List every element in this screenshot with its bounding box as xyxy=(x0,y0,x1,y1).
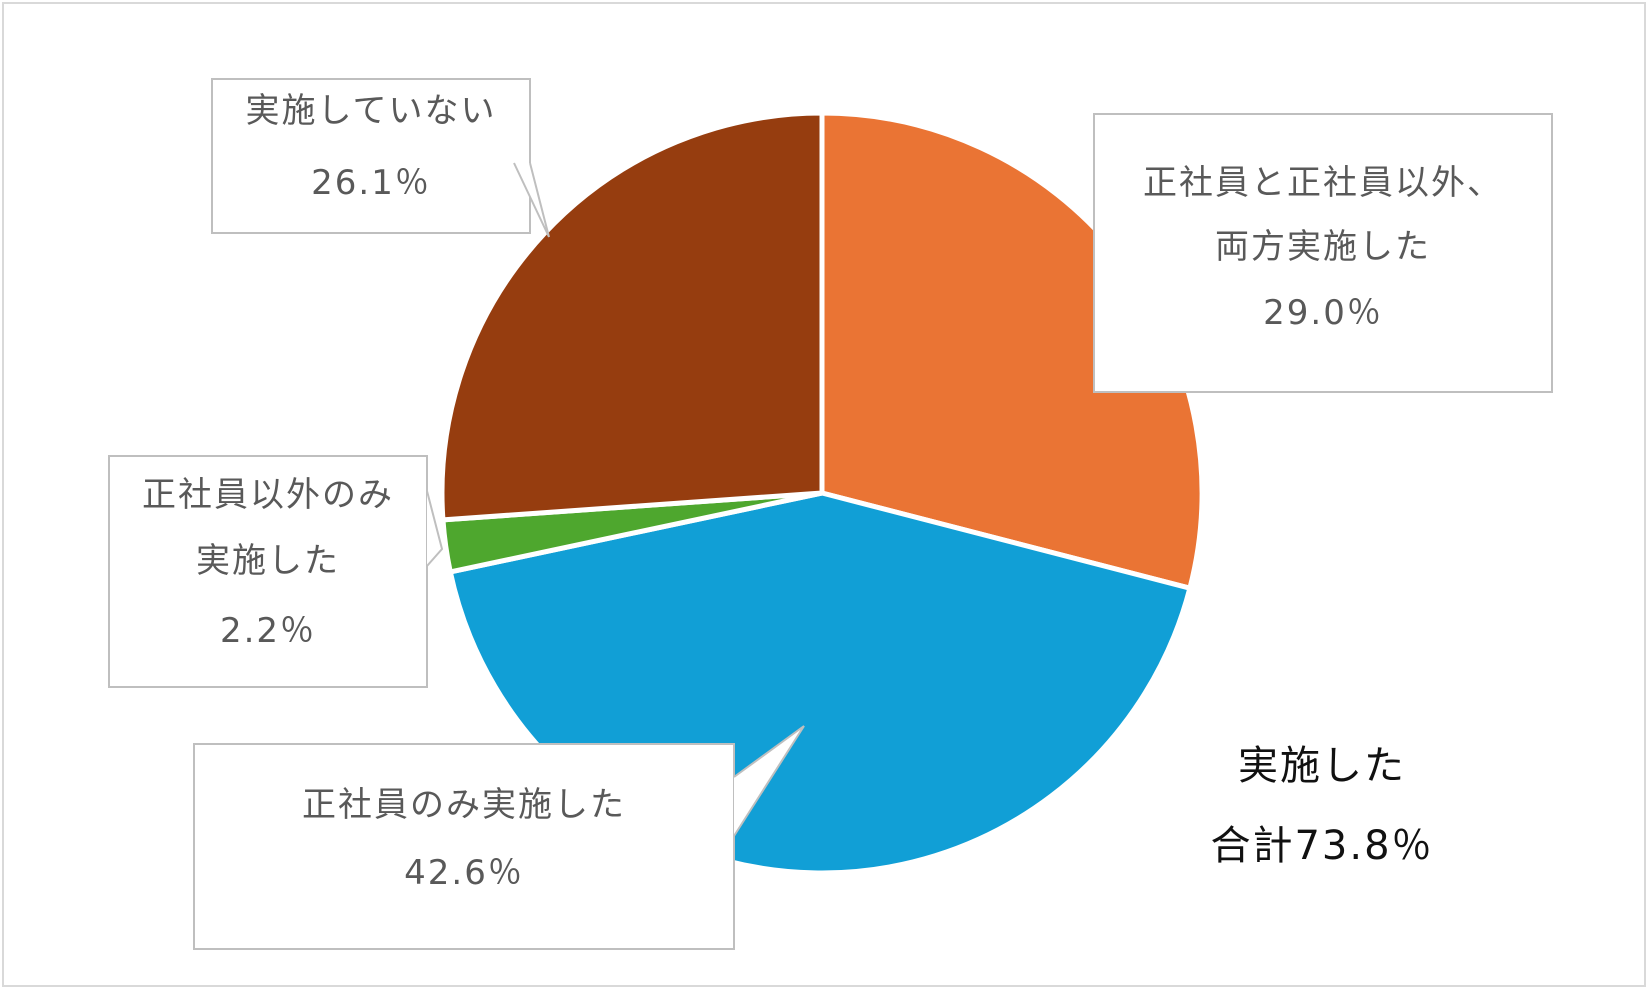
callout-box xyxy=(193,743,735,950)
slice-category-label: 実施していない xyxy=(246,91,497,131)
callout-regular-only: 正社員のみ実施した 42.6％ xyxy=(193,725,805,950)
callout-box xyxy=(1093,113,1553,393)
callout-pointer-edge xyxy=(733,725,805,837)
callout-pointer-edge xyxy=(426,490,444,567)
callout-pointer xyxy=(427,491,442,566)
total-annotation-line2: 合計73.8％ xyxy=(1210,823,1433,869)
slice-category-label: 両方実施した xyxy=(1215,227,1431,267)
slice-none xyxy=(439,110,825,523)
callout-box xyxy=(108,455,428,688)
slice-value-label: 2.2％ xyxy=(220,611,316,651)
slice-value-label: 29.0％ xyxy=(1263,293,1383,333)
labels-layer: 正社員と正社員以外、両方実施した 29.0％ 正社員のみ実施した 42.6％ 正社員以外… xyxy=(108,78,1553,950)
slice-category-label: 正社員以外のみ xyxy=(142,475,394,515)
total-annotation-line1: 実施した xyxy=(1238,743,1406,789)
slice-category-label: 正社員のみ実施した xyxy=(302,785,626,825)
callout-box xyxy=(211,78,531,234)
callout-both: 正社員と正社員以外、両方実施した 29.0％ xyxy=(1093,113,1553,393)
slice-value-label: 42.6％ xyxy=(404,853,524,893)
callout-pointer-edge xyxy=(513,162,550,238)
callout-none: 実施していない 26.1％ xyxy=(211,78,550,238)
pie-chart: 正社員と正社員以外、両方実施した 29.0％ 正社員のみ実施した 42.6％ 正社員以外… xyxy=(108,78,1553,950)
slice-category-label: 実施した xyxy=(196,541,340,581)
slice-value-label: 26.1％ xyxy=(311,163,431,203)
slice-category-label: 正社員と正社員以外、 xyxy=(1143,163,1503,203)
